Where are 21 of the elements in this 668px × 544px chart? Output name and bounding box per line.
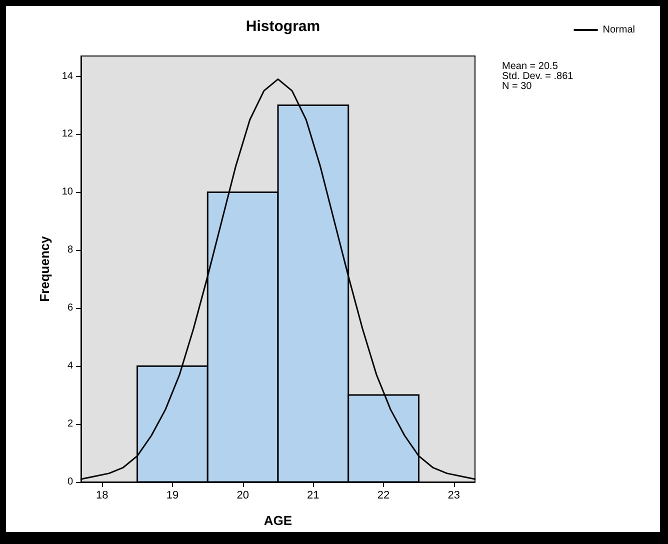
text: Std. Dev. = .861: [502, 71, 574, 82]
x-tick-label: 21: [307, 490, 320, 502]
x-tick-label: 22: [377, 490, 390, 502]
y-tick-label: 0: [67, 476, 74, 488]
legend-label: Normal: [602, 24, 636, 36]
y-tick-label: 14: [62, 70, 74, 82]
text: Mean = 20.5: [502, 61, 559, 72]
x-tick-label: 23: [448, 490, 460, 502]
y-tick-label: 12: [62, 128, 74, 140]
x-tick-label: 20: [236, 490, 249, 502]
y-tick-label: 10: [62, 186, 74, 198]
y-tick-label: 8: [67, 244, 74, 256]
x-tick-label: 19: [166, 490, 179, 502]
y-axis-title: Frequency: [36, 235, 52, 302]
chart-title: Histogram: [246, 18, 320, 35]
y-tick-label: 6: [67, 302, 74, 314]
y-tick-label: 4: [67, 360, 74, 372]
x-axis-title: AGE: [264, 513, 292, 528]
y-tick-label: 2: [67, 418, 74, 430]
text: N = 30: [502, 81, 533, 92]
x-tick-label: 18: [96, 490, 108, 502]
